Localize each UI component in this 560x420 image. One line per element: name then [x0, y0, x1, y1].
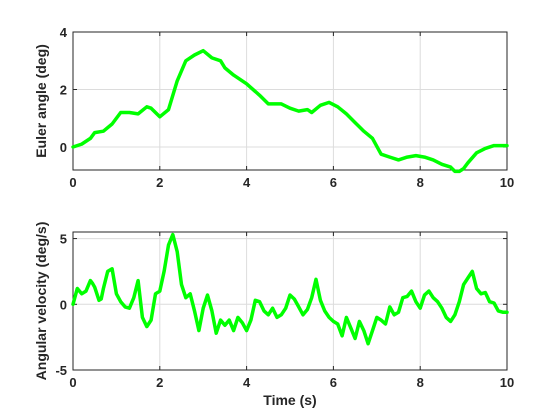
plot-frame — [72, 31, 508, 171]
series-line — [71, 48, 509, 174]
angular-velocity-panel: 0 2 4 6 8 10-505 Angular velocity (deg/s) Tim… — [33, 222, 514, 408]
x-tick-label: 6 — [330, 175, 337, 190]
y-tick-label: 4 — [60, 25, 68, 40]
x-tick-label: 6 — [330, 375, 337, 390]
y-tick-label: 2 — [60, 83, 67, 98]
x-tick-label: 8 — [417, 375, 424, 390]
x-tick-label: 2 — [156, 175, 163, 190]
euler-angle-panel: 0 2 4 6 8 10 0 2 4 Euler angle (deg) — [33, 25, 514, 190]
x-tick-label: 4 — [243, 175, 251, 190]
series — [71, 232, 509, 346]
y-tick-label: 0 — [60, 140, 67, 155]
x-tick-label: 10 — [500, 175, 514, 190]
y-tick-label: -5 — [55, 363, 67, 378]
series-line — [71, 232, 509, 346]
axes: 0 2 4 6 8 10 0 2 4 — [60, 25, 514, 190]
x-tick-label: 10 — [500, 375, 514, 390]
x-tick-label: 4 — [243, 375, 251, 390]
x-tick-label: 2 — [156, 375, 163, 390]
x-tick-label: 8 — [417, 175, 424, 190]
y-axis-label: Angular velocity (deg/s) — [33, 222, 49, 381]
y-tick-label: 0 — [60, 297, 67, 312]
series — [71, 48, 509, 174]
y-tick-label: 5 — [60, 232, 67, 247]
x-tick-label: 0 — [69, 175, 76, 190]
y-axis-label: Euler angle (deg) — [33, 44, 49, 158]
x-tick-label: 0 — [69, 375, 76, 390]
x-axis-label: Time (s) — [263, 392, 316, 408]
